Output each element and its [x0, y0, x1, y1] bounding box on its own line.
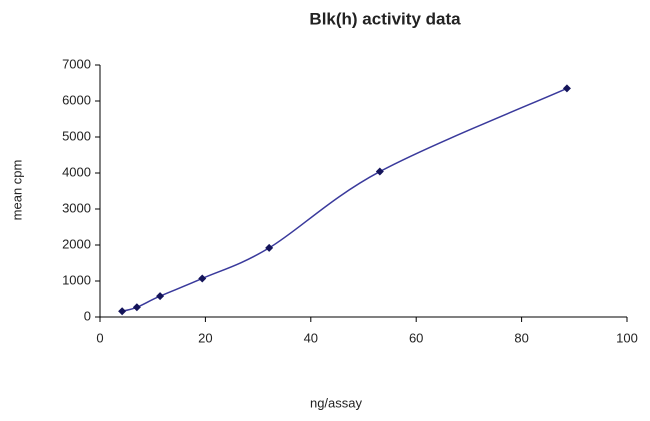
x-tick-label: 60 [409, 330, 423, 345]
y-axis-label: mean cpm [9, 160, 24, 221]
data-point [375, 167, 384, 176]
x-tick-label: 20 [198, 330, 212, 345]
x-tick-label: 100 [616, 330, 638, 345]
data-point [562, 84, 571, 93]
y-tick-label: 5000 [62, 128, 91, 143]
y-tick-label: 1000 [62, 272, 91, 287]
data-point [132, 303, 141, 312]
x-tick-label: 80 [514, 330, 528, 345]
data-point [118, 307, 127, 316]
data-point [198, 274, 207, 283]
data-point [156, 292, 165, 301]
y-tick-label: 7000 [62, 56, 91, 71]
y-tick-label: 2000 [62, 236, 91, 251]
y-tick-label: 0 [84, 308, 91, 323]
y-tick-label: 4000 [62, 164, 91, 179]
y-tick-label: 3000 [62, 200, 91, 215]
x-axis-label: ng/assay [310, 395, 363, 410]
y-tick-label: 6000 [62, 92, 91, 107]
x-tick-label: 40 [304, 330, 318, 345]
x-tick-label: 0 [96, 330, 103, 345]
chart-title: Blk(h) activity data [309, 9, 461, 28]
data-line [121, 87, 568, 312]
data-point [265, 243, 274, 252]
